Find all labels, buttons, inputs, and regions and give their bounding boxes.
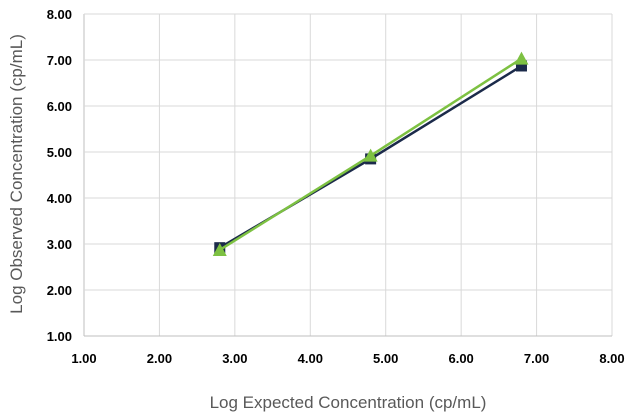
triangle-marker	[514, 51, 529, 65]
x-axis-title: Log Expected Concentration (cp/mL)	[210, 393, 487, 412]
y-tick-label: 6.00	[47, 99, 72, 114]
x-tick-label: 5.00	[373, 351, 398, 366]
tick-labels: 1.00 2.00 3.00 4.00 5.00 6.00 7.00 8.00 1.00 2.00…	[47, 7, 625, 366]
y-tick-label: 1.00	[47, 329, 72, 344]
x-tick-label: 4.00	[298, 351, 323, 366]
grid-lines	[83, 13, 613, 337]
y-tick-label: 2.00	[47, 283, 72, 298]
triangle-marker	[363, 148, 378, 162]
series-layer	[212, 51, 529, 256]
y-tick-label: 5.00	[47, 145, 72, 160]
x-tick-label: 6.00	[448, 351, 473, 366]
x-tick-label: 3.00	[222, 351, 247, 366]
x-tick-label: 1.00	[71, 351, 96, 366]
x-tick-label: 7.00	[524, 351, 549, 366]
triangle-marker	[212, 242, 227, 256]
y-tick-label: 8.00	[47, 7, 72, 22]
y-axis-title: Log Observed Concentration (cp/mL)	[7, 34, 26, 314]
y-tick-label: 3.00	[47, 237, 72, 252]
y-tick-label: 4.00	[47, 191, 72, 206]
y-tick-label: 7.00	[47, 53, 72, 68]
x-tick-label: 2.00	[147, 351, 172, 366]
square-marker	[515, 60, 527, 72]
x-tick-label: 8.00	[599, 351, 624, 366]
